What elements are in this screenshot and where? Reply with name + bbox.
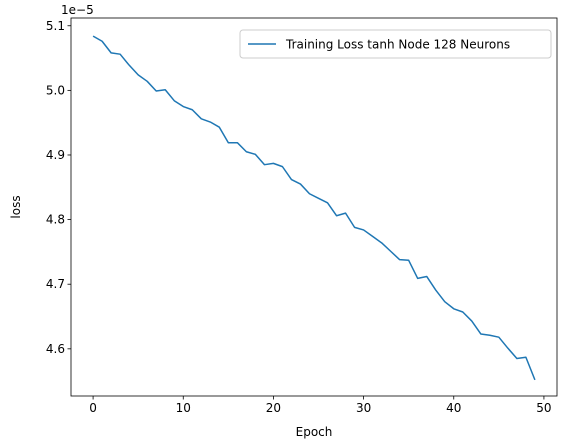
y-axis-offset-text: 1e−5: [61, 3, 94, 17]
x-tick-label: 50: [536, 401, 551, 415]
legend-box: [239, 29, 552, 59]
y-axis-label: loss: [9, 195, 23, 218]
x-tick-label: 40: [446, 401, 461, 415]
axes-frame: [70, 17, 558, 397]
x-tick-label: 30: [356, 401, 371, 415]
y-tick-label: 5.0: [46, 83, 65, 97]
y-axis: 4.6 4.7 4.8 4.9 5.0 5.1: [46, 19, 71, 356]
y-tick-label: 4.8: [46, 213, 65, 227]
y-tick-label: 4.6: [46, 342, 65, 356]
x-tick-label: 0: [89, 401, 97, 415]
y-tick-label: 4.9: [46, 148, 65, 162]
y-tick-label: 5.1: [46, 19, 65, 33]
x-tick-label: 20: [266, 401, 281, 415]
legend-label: Training Loss tanh Node 128 Neurons: [285, 38, 510, 52]
legend: Training Loss tanh Node 128 Neurons: [239, 29, 552, 59]
x-axis: 0 10 20 30 40 50: [89, 396, 552, 415]
y-tick-label: 4.7: [46, 277, 65, 291]
series-line-0: [92, 35, 536, 381]
x-tick-label: 10: [176, 401, 191, 415]
x-axis-label: Epoch: [296, 425, 333, 439]
plot-area: [92, 35, 536, 381]
